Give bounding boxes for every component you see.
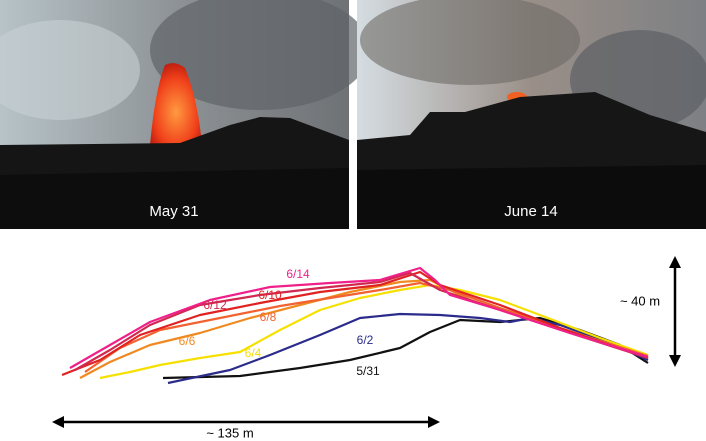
profile-label: 6/2 bbox=[357, 333, 374, 347]
profile-label: 6/12 bbox=[203, 298, 227, 312]
profile-line bbox=[61, 270, 649, 377]
profile-line bbox=[99, 283, 649, 380]
profile-label: 6/10 bbox=[258, 288, 282, 302]
width-label: ~ 135 m bbox=[206, 425, 253, 440]
photo-caption: June 14 bbox=[504, 203, 557, 220]
profile-line bbox=[84, 281, 649, 373]
photo-caption: May 31 bbox=[149, 203, 198, 220]
profile-label: 6/6 bbox=[179, 334, 196, 348]
photo-june bbox=[357, 0, 706, 229]
profile-label: 6/4 bbox=[245, 346, 262, 360]
scale-bars bbox=[52, 256, 681, 428]
photo-may bbox=[0, 0, 370, 229]
height-label: ~ 40 m bbox=[620, 293, 660, 308]
profile-label: 6/14 bbox=[286, 267, 310, 281]
profile-line bbox=[69, 266, 649, 369]
profiles: 5/31 6/2 6/4 6/6 6/8 6/10 6/12 6/14 bbox=[61, 266, 649, 385]
profile-label: 6/8 bbox=[260, 310, 277, 324]
profile-line bbox=[167, 312, 649, 385]
profile-label: 5/31 bbox=[356, 364, 380, 378]
